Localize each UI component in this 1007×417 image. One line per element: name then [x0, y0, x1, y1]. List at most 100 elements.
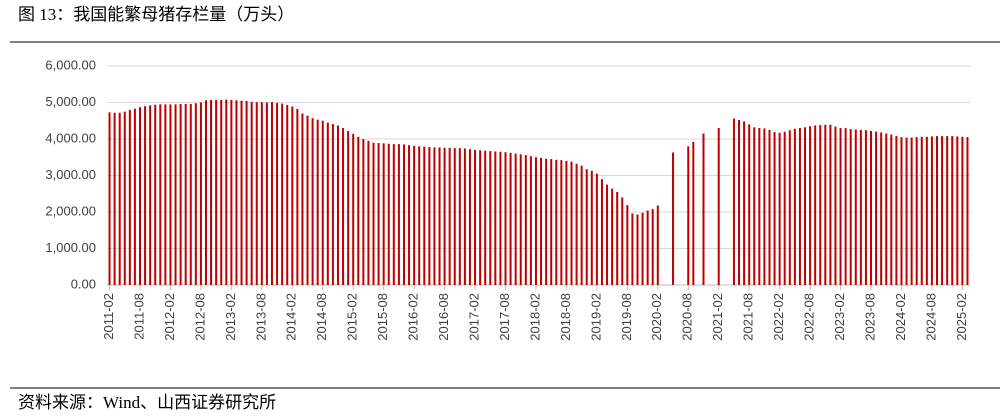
bar	[798, 128, 801, 285]
x-tick-label: 2021-02	[710, 293, 725, 341]
bar	[651, 209, 654, 285]
bar	[372, 142, 375, 285]
bar	[321, 120, 324, 285]
bar	[336, 125, 339, 286]
bar	[514, 153, 517, 285]
x-tick-label: 2020-08	[680, 293, 695, 341]
bar	[352, 133, 355, 285]
y-tick-label: 3,000.00	[45, 167, 96, 182]
bar	[179, 103, 182, 286]
bar	[276, 102, 279, 286]
bar	[311, 118, 314, 285]
bar	[250, 101, 253, 286]
bar	[555, 159, 558, 285]
chart-title: 图 13：我国能繁母猪存栏量（万头）	[18, 5, 294, 24]
bar	[936, 136, 939, 285]
bar	[595, 173, 598, 285]
bar	[316, 119, 319, 285]
x-tick-label: 2023-08	[862, 293, 877, 341]
bar	[687, 146, 690, 285]
bar	[128, 109, 131, 285]
bar	[113, 112, 116, 285]
bar	[585, 169, 588, 285]
bar	[600, 179, 603, 285]
bar	[362, 139, 365, 285]
bar	[215, 99, 218, 285]
bar	[519, 154, 522, 285]
x-tick-label: 2025-02	[954, 293, 969, 341]
x-tick-label: 2015-08	[375, 293, 390, 341]
bar	[260, 102, 263, 285]
bar	[255, 102, 258, 285]
x-tick-label: 2021-08	[741, 293, 756, 341]
x-tick-label: 2017-02	[466, 293, 481, 341]
bar	[149, 105, 152, 285]
bar	[265, 102, 268, 285]
bar	[540, 157, 543, 285]
bar	[783, 131, 786, 285]
bar	[606, 184, 609, 285]
bar	[438, 147, 441, 285]
bar	[108, 112, 111, 285]
bar	[402, 144, 405, 285]
x-tick-label: 2022-08	[802, 293, 817, 341]
bar	[804, 127, 807, 285]
y-tick-label: 1,000.00	[45, 240, 96, 255]
bar	[240, 100, 243, 285]
bar	[342, 128, 345, 285]
bar	[717, 128, 720, 285]
x-tick-label: 2016-02	[406, 293, 421, 341]
bar	[951, 136, 954, 285]
bar	[875, 131, 878, 285]
bar	[367, 140, 370, 285]
bar	[956, 136, 959, 285]
x-tick-label: 2019-08	[619, 293, 634, 341]
bar	[672, 152, 675, 285]
bar	[611, 188, 614, 285]
bar	[550, 159, 553, 285]
bar	[809, 126, 812, 285]
bar	[169, 104, 172, 285]
bar	[331, 124, 334, 285]
bar	[453, 148, 456, 285]
bar	[656, 205, 659, 285]
bar	[296, 109, 299, 285]
bar	[824, 124, 827, 285]
bar	[636, 214, 639, 285]
bar	[748, 124, 751, 286]
bar	[885, 133, 888, 285]
bar	[966, 137, 969, 285]
x-tick-label: 2023-02	[832, 293, 847, 341]
bar	[941, 136, 944, 285]
x-tick-label: 2014-08	[314, 293, 329, 341]
bar	[925, 136, 928, 285]
bar	[529, 156, 532, 285]
bar	[357, 136, 360, 285]
bar	[570, 161, 573, 285]
bar	[534, 157, 537, 285]
bar	[377, 143, 380, 285]
bar	[646, 210, 649, 285]
bar	[423, 146, 426, 285]
bar	[915, 137, 918, 285]
bar	[144, 106, 147, 286]
bar	[819, 125, 822, 285]
bar	[524, 155, 527, 285]
bar	[641, 212, 644, 285]
bar	[286, 105, 289, 286]
bar	[184, 103, 187, 286]
bar	[291, 106, 294, 285]
bar	[631, 213, 634, 285]
bar	[743, 121, 746, 285]
bar	[392, 144, 395, 285]
bar	[489, 151, 492, 285]
bar	[448, 147, 451, 285]
bar	[118, 112, 121, 285]
bar	[306, 115, 309, 285]
bar	[854, 129, 857, 285]
bar	[133, 108, 136, 285]
bar	[397, 144, 400, 285]
bar	[753, 127, 756, 285]
bar	[408, 145, 411, 285]
bar	[626, 205, 629, 285]
